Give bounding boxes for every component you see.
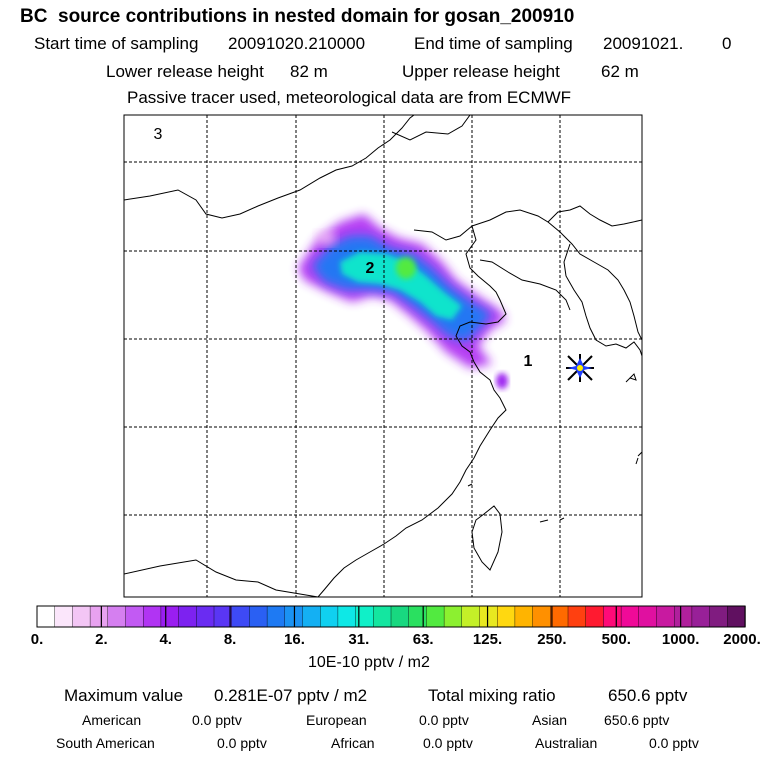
maximum-value: 0.281E-07 pptv / m2	[214, 686, 368, 705]
colorbar-tick-label: 31.	[348, 631, 370, 648]
lat-lon-grid	[124, 115, 642, 597]
colorbar-swatch	[125, 605, 144, 628]
colorbar-swatch	[638, 605, 658, 628]
colorbar-swatch	[178, 605, 198, 628]
american-label: American	[82, 712, 142, 728]
colorbar-swatch	[497, 605, 516, 628]
european-label: European	[306, 712, 367, 728]
african-value: 0.0 pptv	[423, 735, 473, 751]
african-label: African	[331, 735, 375, 751]
colorbar-swatch	[160, 605, 180, 628]
field-peak	[396, 257, 416, 279]
total-mixing-value: 650.6 pptv	[608, 686, 688, 705]
colorbar-swatch	[36, 605, 56, 628]
start-time-label: Start time of sampling	[34, 34, 199, 53]
map-label-3: 3	[154, 126, 163, 143]
colorbar-swatch	[72, 605, 91, 628]
colorbar-swatch	[709, 605, 728, 628]
colorbar-swatch	[142, 605, 162, 628]
colorbar-swatch	[532, 605, 551, 628]
south-american-value: 0.0 pptv	[217, 735, 267, 751]
tracer-note: Passive tracer used, meteorological data…	[127, 88, 572, 107]
colorbar-swatch	[54, 605, 74, 628]
colorbar-swatch	[408, 605, 428, 628]
american-value: 0.0 pptv	[192, 712, 242, 728]
colorbar-tick-label: 16.	[284, 631, 305, 648]
colorbar-swatch	[443, 605, 463, 628]
plot-title: BC source contributions in nested domain…	[20, 6, 575, 27]
coastlines-borders	[124, 115, 642, 597]
colorbar-frame	[36, 605, 746, 628]
colorbar-swatch	[89, 605, 109, 628]
colorbar-swatch	[620, 605, 640, 628]
colorbar-swatch	[567, 605, 587, 628]
colorbar-swatch	[514, 605, 534, 628]
australian-value: 0.0 pptv	[649, 735, 699, 751]
colorbar-tick-label: 1000.	[661, 631, 700, 648]
australian-label: Australian	[535, 735, 598, 751]
colorbar-swatch	[390, 605, 410, 628]
end-time-label: End time of sampling	[414, 34, 573, 53]
colorbar-swatch	[727, 605, 746, 628]
map-label-1: 1	[524, 353, 533, 370]
european-value: 0.0 pptv	[419, 712, 469, 728]
colorbar-tick-label: 0.	[30, 631, 44, 648]
asian-label: Asian	[532, 712, 568, 728]
colorbar-swatch	[213, 605, 233, 628]
field-band-high	[340, 252, 462, 320]
star-marker-icon	[566, 354, 594, 382]
colorbar-swatch	[231, 605, 251, 628]
map-label-2: 2	[366, 260, 375, 277]
colorbar-swatch	[461, 605, 481, 628]
lower-height-value: 82 m	[290, 62, 328, 81]
colorbar-tick-label: 2.	[95, 631, 108, 648]
colorbar-swatch	[266, 605, 286, 628]
colorbar-swatch	[426, 605, 445, 628]
field-patch-west	[316, 231, 336, 245]
colorbar-swatch	[337, 605, 357, 628]
colorbar-unit: 10E-10 pptv / m2	[308, 654, 430, 671]
map-frame	[123, 114, 643, 598]
colorbar-tick-label: 250.	[537, 631, 567, 648]
colorbar-swatch	[302, 605, 321, 628]
colorbar-tick-label: 500.	[601, 631, 631, 648]
end-time-extra: 0	[722, 34, 732, 53]
colorbar-swatch	[249, 605, 268, 628]
colorbar-swatch	[107, 605, 127, 628]
field-patch-south	[496, 373, 508, 389]
colorbar-swatch	[550, 605, 569, 628]
colorbar-swatch	[585, 605, 605, 628]
colorbar-swatch	[320, 605, 339, 628]
colorbar-swatch	[479, 605, 498, 628]
end-time-value: 20091021.	[603, 34, 684, 53]
colorbar-swatch	[603, 605, 622, 628]
colorbar-swatch	[373, 605, 392, 628]
asian-value: 650.6 pptv	[604, 712, 670, 728]
colorbar-tick-label: 63.	[412, 631, 434, 648]
start-time-value: 20091020.210000	[228, 34, 366, 53]
colorbar-tick-label: 125.	[472, 631, 503, 648]
concentration-field	[298, 214, 508, 389]
colorbar-swatch	[196, 605, 215, 628]
south-american-label: South American	[56, 735, 155, 751]
maximum-label: Maximum value	[64, 686, 184, 705]
upper-height-value: 62 m	[601, 62, 639, 81]
upper-height-label: Upper release height	[402, 62, 560, 81]
colorbar-swatch	[656, 605, 675, 628]
colorbar-swatch	[691, 605, 711, 628]
colorbar-swatch	[674, 605, 693, 628]
total-mixing-label: Total mixing ratio	[428, 686, 556, 705]
colorbar	[36, 605, 746, 628]
colorbar-tick-label: 2000.	[723, 631, 761, 648]
colorbar-tick-label: 8.	[223, 631, 237, 648]
lower-height-label: Lower release height	[106, 62, 264, 81]
colorbar-tick-label: 4.	[159, 631, 172, 648]
